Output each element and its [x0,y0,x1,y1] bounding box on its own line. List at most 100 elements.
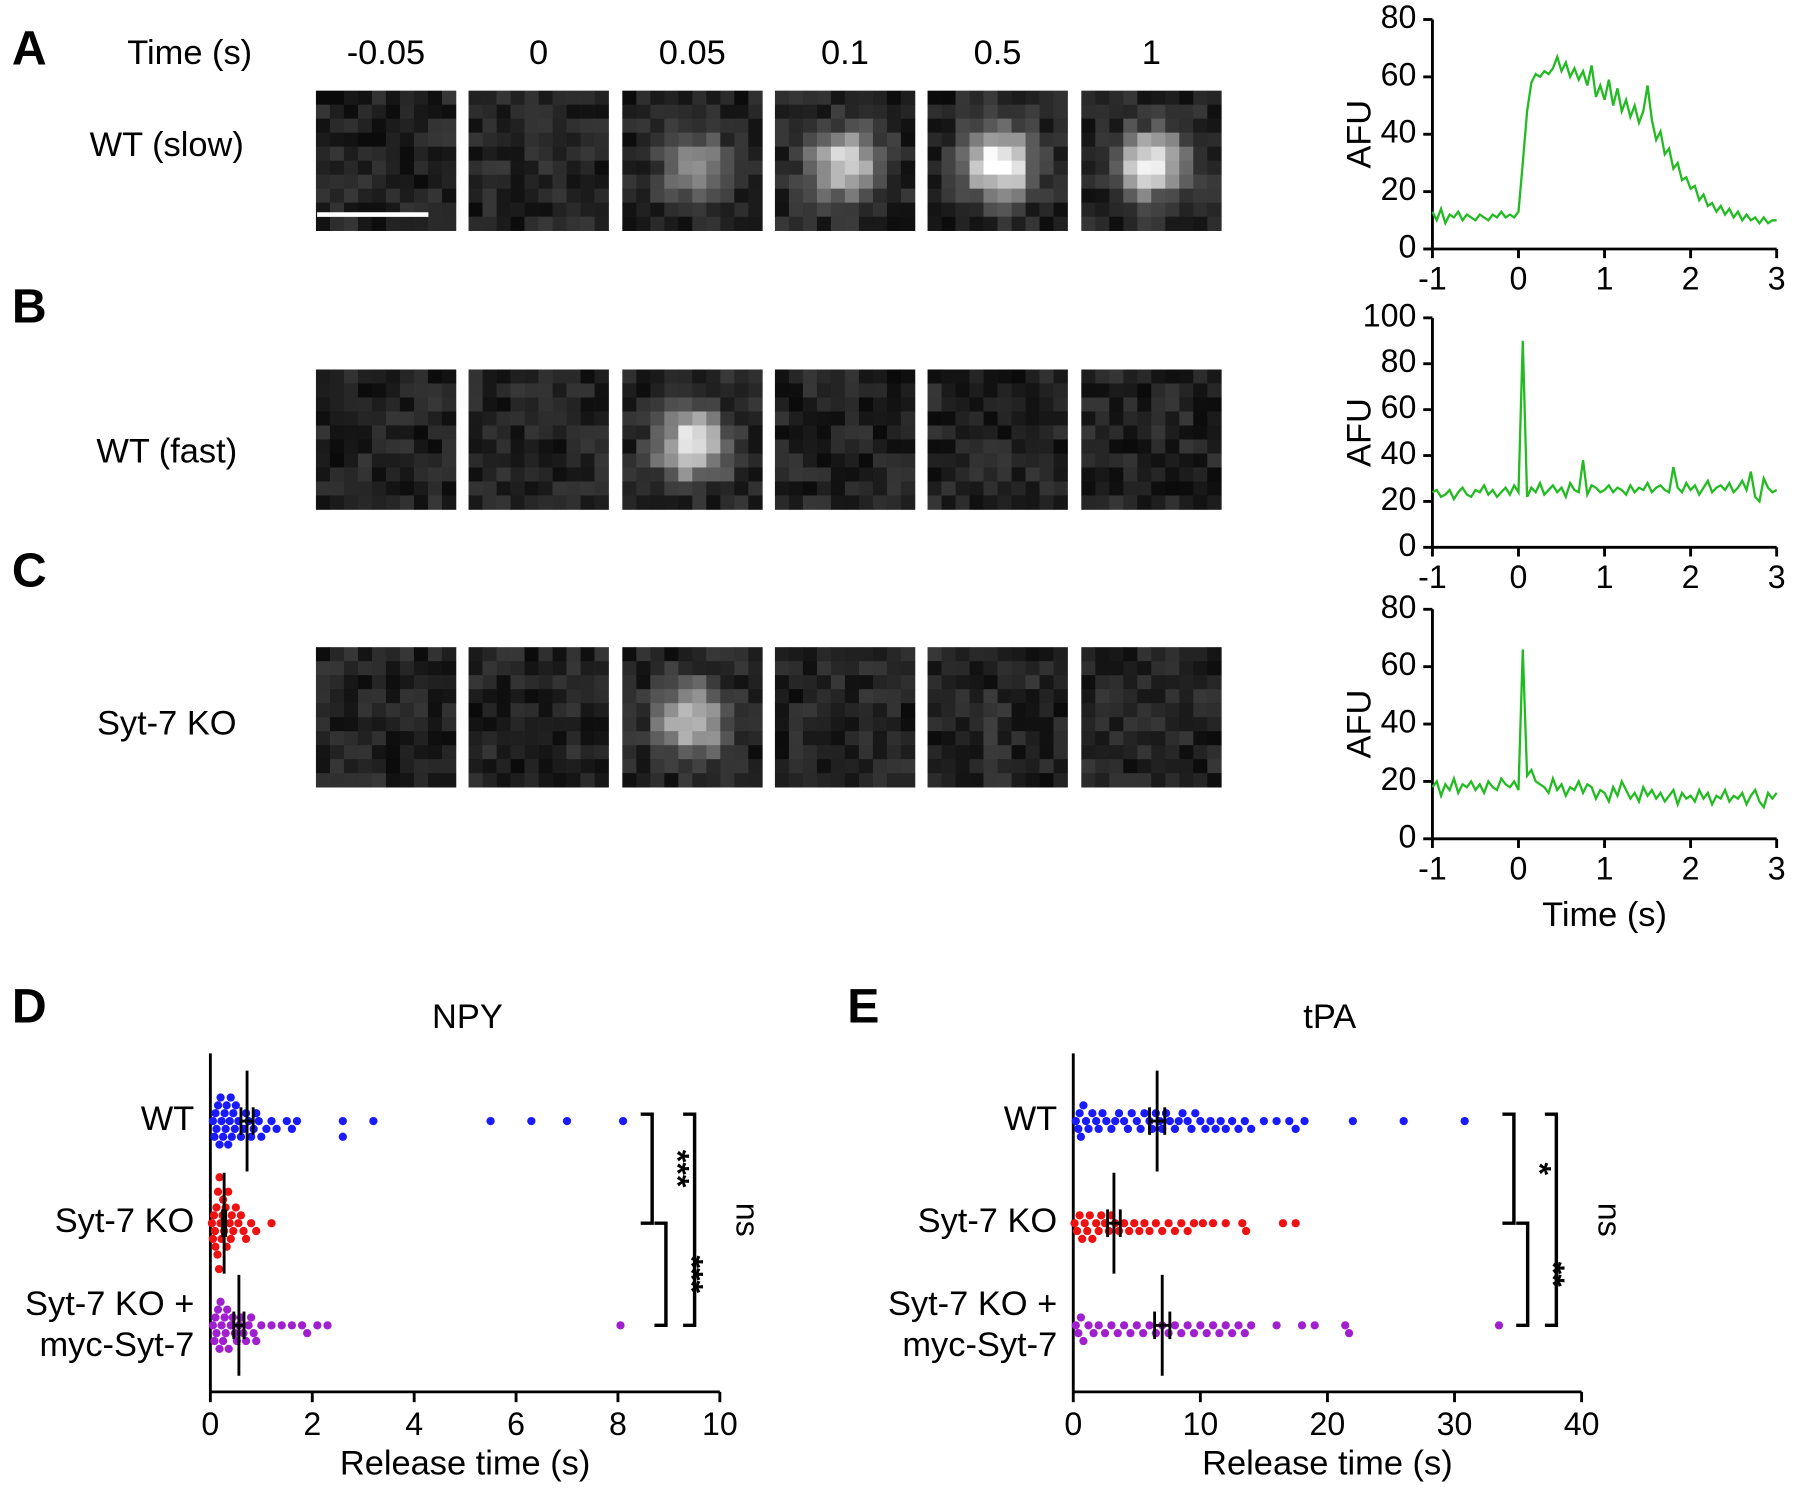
pixel [524,383,539,398]
pixel [734,689,749,704]
pixel [983,703,998,718]
pixel [1011,717,1026,732]
pixel [413,160,429,175]
pixel [468,104,483,119]
pixel [720,661,735,676]
pixel [1165,411,1180,426]
pixel [1095,174,1110,189]
pixel [816,717,832,732]
pixel [496,425,511,440]
pixel [802,759,818,774]
data-point [1119,1219,1129,1228]
pixel [1081,425,1096,440]
pixel [427,188,443,203]
pixel [622,216,637,231]
pixel [482,383,497,398]
x-tick-label: 0 [1064,1406,1082,1442]
pixel [343,689,359,704]
pixel [1179,453,1194,468]
pixel [1151,425,1166,440]
data-point [226,1234,235,1244]
pixel [1095,675,1110,690]
pixel [1179,675,1194,690]
pixel [900,104,916,119]
pixel [371,689,387,704]
pixel [1123,731,1138,746]
pixel [524,773,539,788]
pixel [774,174,790,189]
data-point [211,1242,220,1251]
pixel [664,188,679,203]
pixel [858,104,874,119]
pixel [706,661,721,676]
pixel [538,174,553,189]
data-point [1272,1321,1281,1330]
pixel [636,453,651,468]
pixel [343,425,359,440]
pixel [872,759,888,774]
pixel [1011,383,1026,398]
pixel [427,661,443,676]
data-point [213,1250,222,1259]
pixel [496,202,511,217]
pixel [566,675,581,690]
pixel [413,188,429,203]
pixel [983,467,998,482]
pixel [1053,202,1068,217]
pixel [566,397,581,412]
pixel [788,661,804,676]
pixel [1039,216,1054,231]
data-point [277,1321,286,1330]
pixel [524,745,539,760]
pixel [1109,90,1124,105]
pixel [385,453,401,468]
pixel [706,759,721,774]
pixel [552,118,567,133]
pixel [1165,146,1180,161]
pixel [900,689,916,704]
pixel [1039,146,1054,161]
pixel [1053,90,1068,105]
pixel [774,481,790,496]
pixel [1011,689,1026,704]
pixel [774,90,790,105]
pixel [441,467,457,482]
pixel [441,759,457,774]
data-point [1126,1329,1135,1338]
pixel [802,495,818,510]
pixel [955,495,970,510]
pixel [441,481,457,496]
pixel [482,216,497,231]
data-point [236,1132,246,1141]
pixel [678,425,693,440]
pixel [496,661,511,676]
pixel [1137,481,1152,496]
pixel [1179,647,1194,662]
data-point [1201,1124,1210,1134]
pixel [650,369,665,384]
pixel [650,481,665,496]
pixel [371,216,387,231]
pixel [692,383,707,398]
pixel [969,202,984,217]
pixel [594,202,609,217]
pixel [816,647,832,662]
pixel [1123,481,1138,496]
pixel [482,453,497,468]
pixel [524,759,539,774]
pixel [969,174,984,189]
pixel [734,759,749,774]
pixel [580,703,595,718]
pixel [941,453,956,468]
pixel [357,495,373,510]
pixel [552,90,567,105]
pixel [566,146,581,161]
pixel [566,90,581,105]
pixel [858,453,874,468]
pixel [315,90,331,105]
pixel [636,745,651,760]
pixel [468,160,483,175]
pixel [706,647,721,662]
data-point [1208,1321,1218,1330]
pixel [385,439,401,454]
